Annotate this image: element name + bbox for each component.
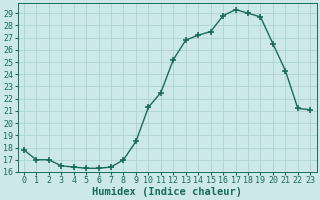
X-axis label: Humidex (Indice chaleur): Humidex (Indice chaleur) (92, 186, 242, 197)
